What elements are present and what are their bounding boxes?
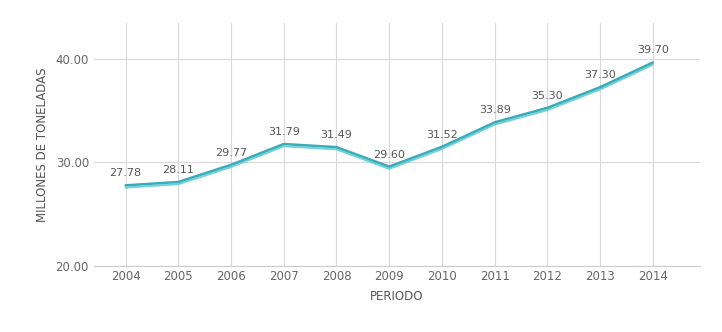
X-axis label: PERIODO: PERIODO bbox=[370, 290, 424, 303]
Text: 29.77: 29.77 bbox=[215, 148, 247, 158]
Text: 27.78: 27.78 bbox=[110, 168, 142, 178]
Y-axis label: MILLONES DE TONELADAS: MILLONES DE TONELADAS bbox=[35, 67, 48, 222]
Text: 33.89: 33.89 bbox=[479, 105, 510, 116]
Text: 31.79: 31.79 bbox=[268, 127, 300, 137]
Text: 37.30: 37.30 bbox=[584, 70, 616, 80]
Text: 35.30: 35.30 bbox=[531, 91, 563, 101]
Text: 28.11: 28.11 bbox=[162, 165, 194, 175]
Text: 39.70: 39.70 bbox=[637, 45, 669, 55]
Text: 29.60: 29.60 bbox=[373, 150, 405, 160]
Text: 31.52: 31.52 bbox=[426, 130, 458, 140]
Text: 31.49: 31.49 bbox=[321, 130, 352, 140]
